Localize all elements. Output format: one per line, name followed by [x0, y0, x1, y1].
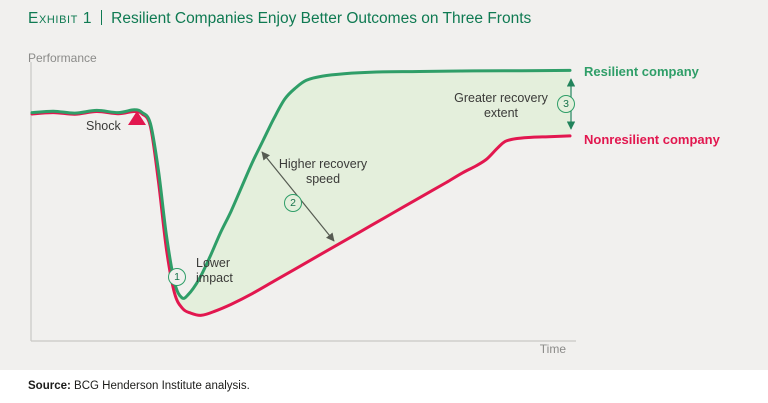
annotation-number-1: 1 [168, 268, 186, 286]
annotation-lower-impact-line2: impact [196, 271, 233, 285]
annotation-recovery-speed-line1: Higher recovery [278, 157, 368, 171]
source-strip: Source: BCG Henderson Institute analysis… [0, 370, 768, 403]
annotation-number-3: 3 [557, 95, 575, 113]
title-divider-line [101, 10, 103, 25]
source-label: Source: [28, 380, 71, 392]
shock-label: Shock [86, 119, 121, 133]
source-note: Source: BCG Henderson Institute analysis… [28, 380, 250, 392]
resilient-series-label: Resilient company [584, 64, 699, 79]
nonresilient-series-label: Nonresilient company [584, 132, 720, 147]
annotation-number-2: 2 [284, 194, 302, 212]
annotation-recovery-extent-line1: Greater recovery [454, 91, 548, 105]
annotation-lower-impact-line1: Lower [196, 256, 231, 270]
resilient-curve [30, 68, 572, 300]
annotation-recovery-extent: Greater recovery extent [445, 91, 557, 121]
exhibit-label: Exhibit 1 [28, 10, 93, 27]
annotation-lower-impact: Lower impact [196, 256, 233, 286]
x-axis-label: Time [539, 342, 566, 356]
exhibit-header: Exhibit 1 Resilient Companies Enjoy Bette… [28, 10, 531, 28]
annotation-recovery-extent-line2: extent [483, 106, 519, 120]
y-axis-label: Performance [28, 51, 97, 65]
annotation-recovery-speed-line2: speed [305, 172, 341, 186]
page-title: Resilient Companies Enjoy Better Outcome… [111, 10, 532, 27]
shock-triangle-icon [128, 111, 146, 125]
annotation-recovery-speed: Higher recovery speed [263, 157, 383, 187]
source-value: BCG Henderson Institute analysis. [70, 380, 250, 392]
